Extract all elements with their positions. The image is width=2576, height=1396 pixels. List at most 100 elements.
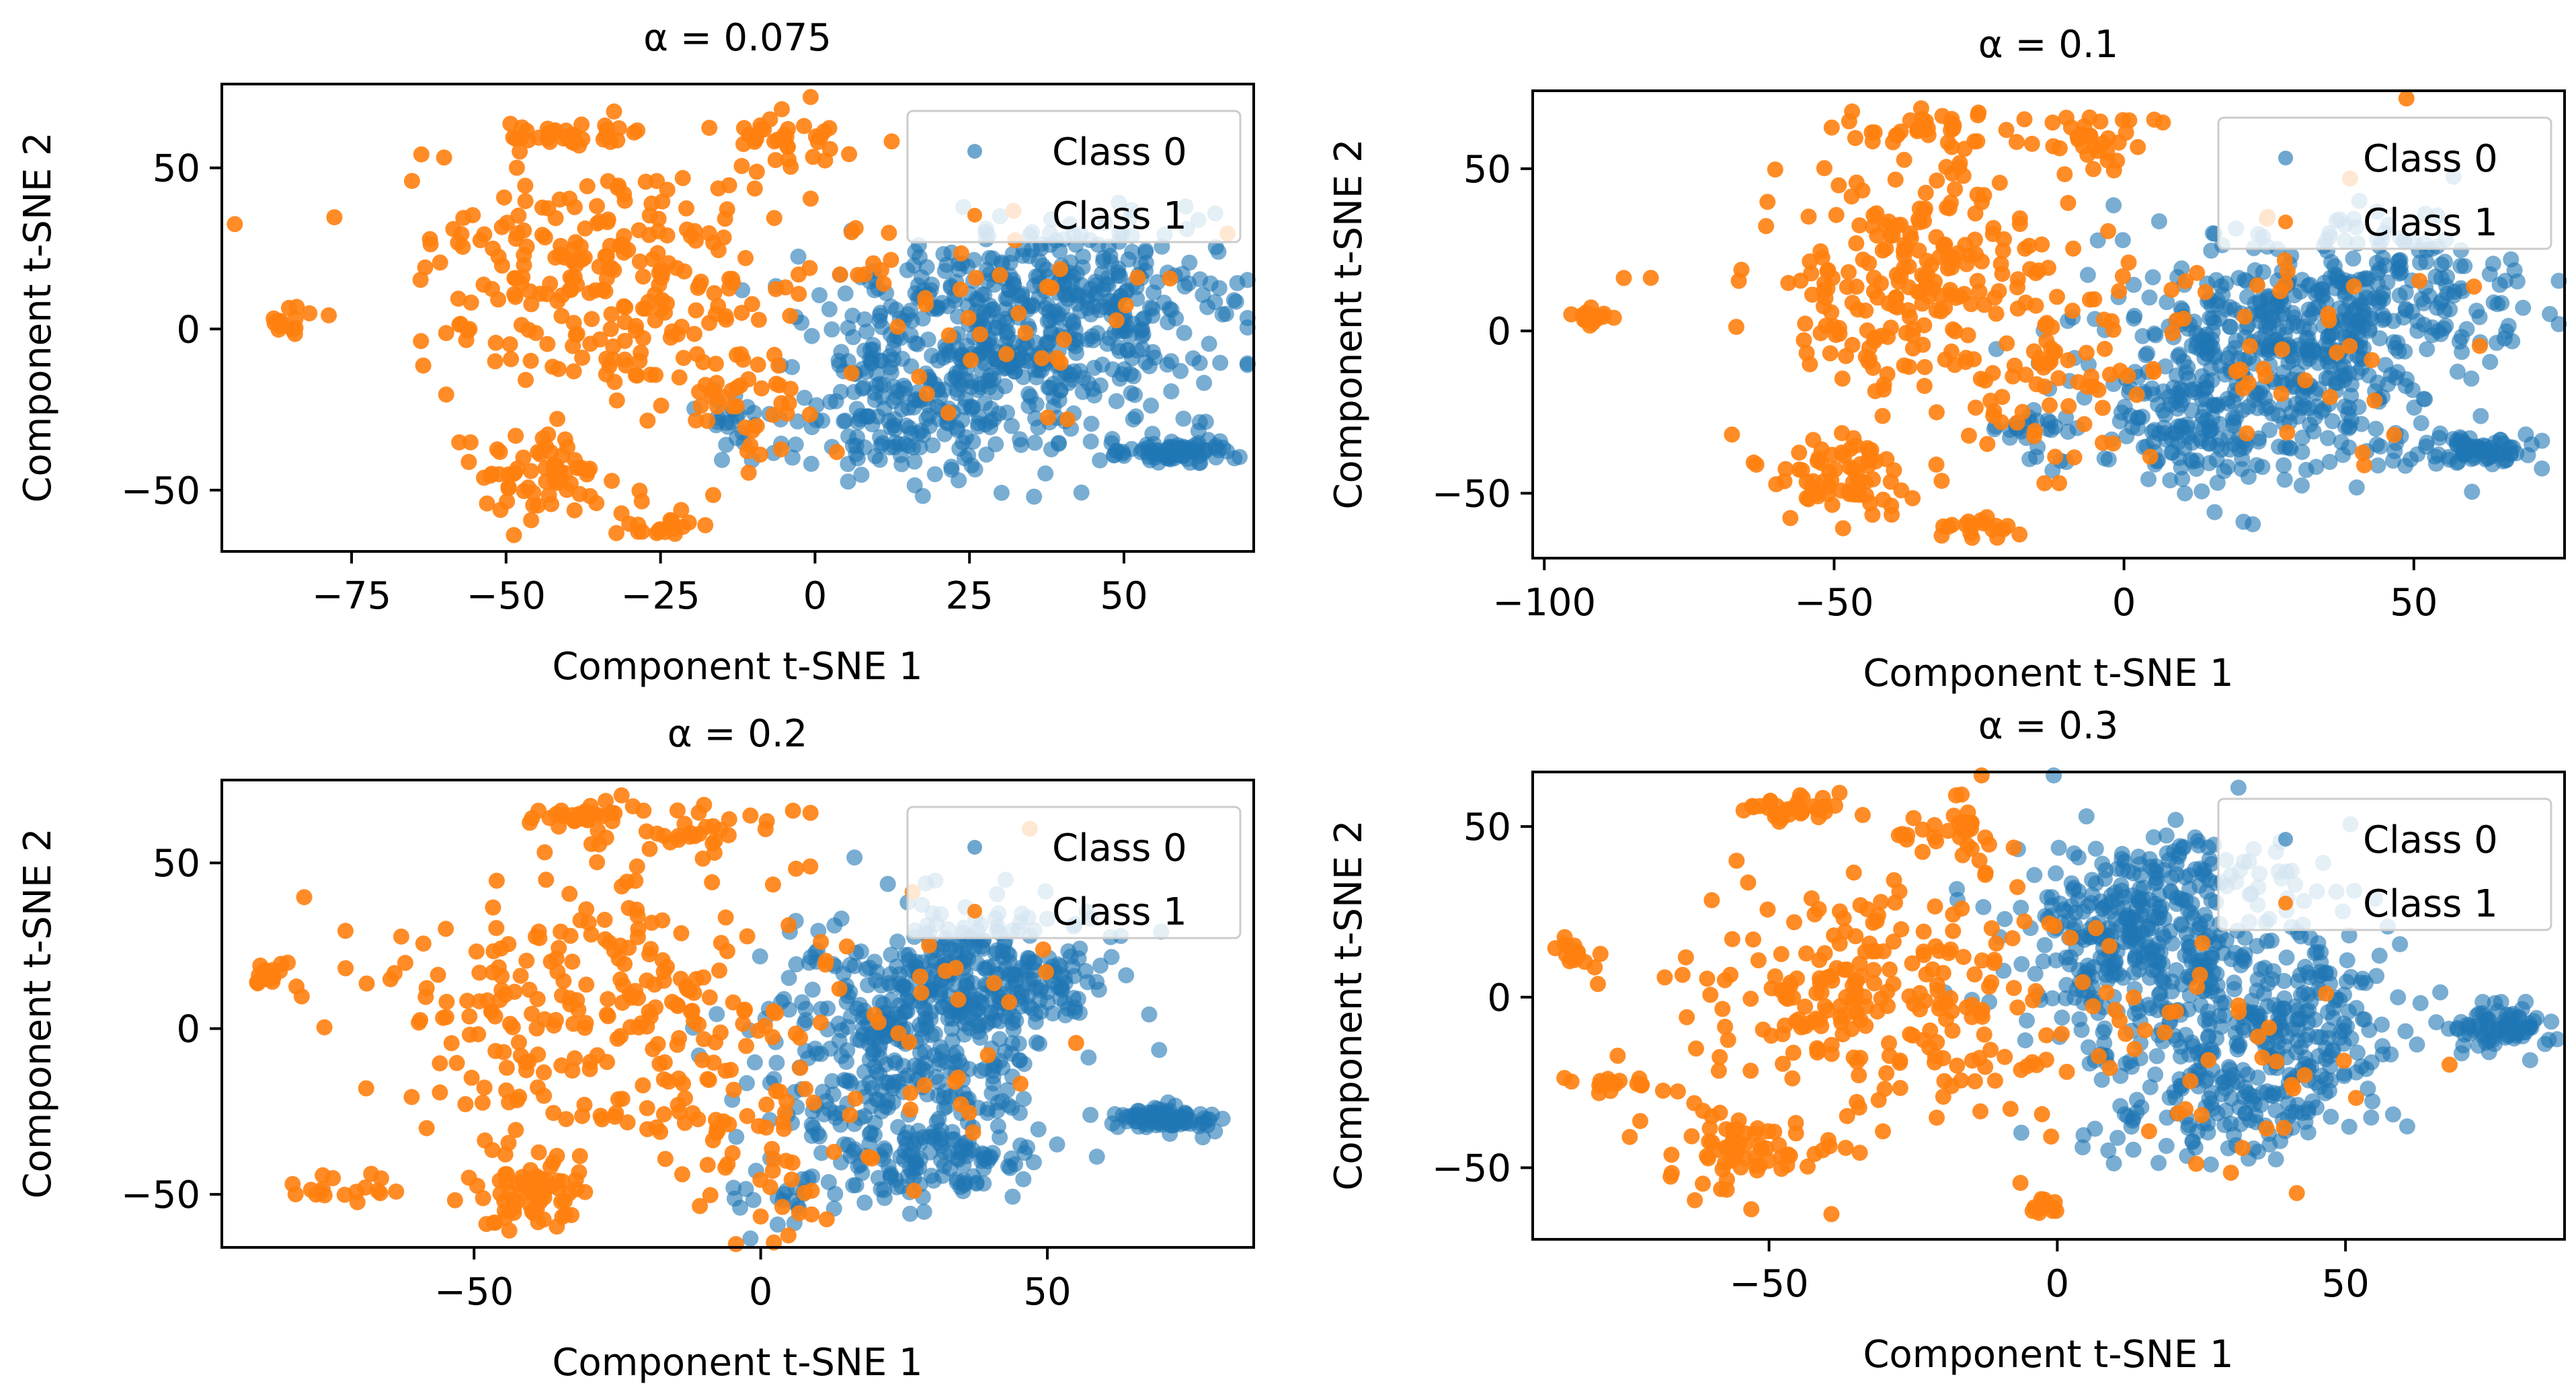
data-point — [524, 1005, 540, 1022]
data-point — [2009, 300, 2026, 317]
data-point — [358, 1080, 374, 1097]
data-point — [699, 1157, 716, 1173]
data-point — [889, 318, 906, 335]
data-point — [443, 1035, 460, 1052]
data-point — [797, 1081, 813, 1097]
data-point — [2364, 1093, 2381, 1110]
data-point — [1985, 220, 2002, 237]
data-point — [1768, 476, 1785, 493]
data-point — [948, 364, 965, 381]
data-point — [1191, 354, 1208, 371]
data-point — [2016, 111, 2033, 128]
data-point — [1942, 282, 1958, 299]
data-point — [2121, 112, 2138, 128]
data-point — [824, 1073, 841, 1089]
data-point — [2158, 1138, 2175, 1155]
data-point — [2051, 475, 2068, 492]
x-tick-label: −50 — [434, 1270, 514, 1314]
data-point — [2335, 358, 2352, 375]
data-point — [1823, 119, 1840, 136]
data-point — [2349, 1044, 2366, 1061]
data-point — [1886, 297, 1903, 314]
data-point — [784, 449, 801, 466]
data-point — [518, 952, 535, 969]
data-point — [487, 1043, 504, 1059]
data-point — [879, 876, 896, 892]
data-point — [2036, 475, 2053, 492]
data-point — [641, 946, 657, 963]
data-point — [1006, 363, 1023, 380]
data-point — [501, 336, 518, 352]
data-point — [2305, 423, 2322, 440]
data-point — [2384, 1106, 2401, 1123]
data-point — [1010, 305, 1027, 321]
data-point — [712, 1024, 729, 1041]
data-point — [750, 311, 767, 328]
data-point — [1928, 404, 1945, 421]
data-point — [2021, 451, 2038, 467]
data-point — [2458, 444, 2474, 461]
data-point — [1033, 350, 1050, 366]
data-point — [700, 1072, 717, 1089]
data-point — [862, 1124, 879, 1141]
data-point — [1563, 306, 1580, 323]
data-point — [581, 1060, 598, 1077]
data-point — [614, 237, 631, 253]
data-point — [1124, 243, 1141, 260]
data-point — [645, 1041, 661, 1058]
data-point — [446, 1192, 463, 1208]
data-point — [802, 804, 819, 821]
data-point — [818, 1211, 835, 1228]
data-point — [2257, 368, 2274, 385]
data-point — [2204, 310, 2221, 327]
data-point — [628, 317, 644, 334]
data-point — [721, 811, 737, 828]
data-point — [728, 1128, 745, 1145]
data-point — [2150, 213, 2167, 230]
data-point — [491, 466, 508, 483]
data-point — [2178, 925, 2195, 942]
data-point — [2321, 1021, 2337, 1038]
data-point — [926, 466, 943, 483]
data-point — [1791, 444, 1808, 461]
data-point — [1026, 488, 1043, 505]
data-point — [750, 356, 766, 373]
data-point — [629, 929, 646, 945]
data-point — [2006, 357, 2023, 374]
data-point — [1161, 301, 1178, 317]
data-point — [997, 378, 1014, 395]
data-point — [1108, 312, 1125, 329]
data-point — [2239, 288, 2255, 305]
data-point — [2240, 469, 2257, 486]
data-point — [673, 502, 690, 518]
data-point — [2066, 880, 2083, 896]
data-point — [2126, 276, 2142, 293]
data-point — [1892, 123, 1909, 140]
data-point — [2111, 283, 2128, 299]
data-point — [860, 1149, 877, 1165]
data-point — [451, 434, 468, 451]
data-point — [574, 1108, 590, 1124]
data-point — [522, 463, 539, 479]
data-point — [953, 245, 969, 262]
data-point — [673, 319, 690, 335]
y-axis-label-1: Component t-SNE 2 — [1327, 139, 1371, 509]
data-point — [852, 408, 869, 424]
data-point — [1867, 383, 1884, 399]
data-point — [847, 1090, 864, 1107]
data-point — [1163, 383, 1180, 399]
data-point — [1151, 1042, 1168, 1058]
data-point — [2371, 947, 2388, 964]
data-point — [540, 487, 557, 504]
data-point — [1943, 115, 1960, 132]
data-point — [2382, 1046, 2399, 1062]
data-point — [1839, 278, 1855, 295]
data-point — [1868, 205, 1885, 222]
data-point — [561, 886, 578, 902]
data-point — [1828, 206, 1845, 223]
data-point — [2210, 396, 2226, 413]
data-point — [2028, 376, 2045, 393]
data-point — [2066, 449, 2083, 466]
data-point — [887, 434, 903, 451]
